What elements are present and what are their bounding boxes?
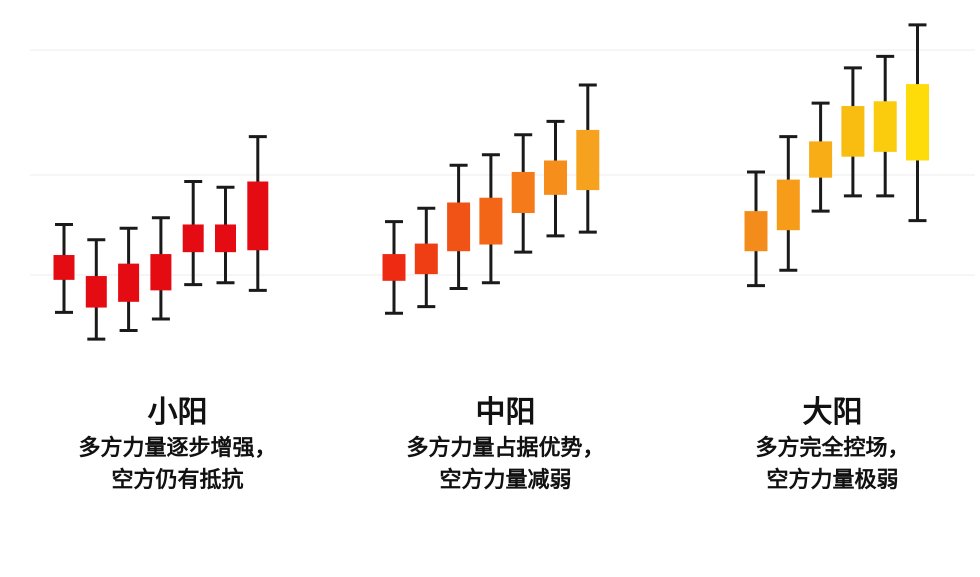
caption-line: 多方完全控场， xyxy=(755,436,910,461)
candle-body xyxy=(576,129,600,191)
candle-body xyxy=(544,160,567,195)
caption-line: 空方力量减弱 xyxy=(439,468,572,493)
candle-body xyxy=(744,211,768,252)
candle-body xyxy=(873,101,897,152)
candle-group-3 xyxy=(744,23,929,288)
caption-medium-yang: 中阳 多方力量占据优势， 空方力量减弱 xyxy=(368,393,643,497)
candle-group-2 xyxy=(382,83,600,315)
candle-body xyxy=(53,255,75,280)
caption-line: 多方力量逐步增强， xyxy=(78,436,277,461)
candle-body xyxy=(809,141,833,178)
candle-body xyxy=(841,106,865,157)
caption-small-yang: 小阳 多方力量逐步增强， 空方仍有抵抗 xyxy=(40,393,315,497)
candle-body xyxy=(776,179,800,231)
caption-title: 大阳 xyxy=(802,395,863,430)
caption-title: 中阳 xyxy=(475,395,536,430)
gridlines xyxy=(30,49,975,276)
candle-body xyxy=(85,276,107,308)
candle-body xyxy=(247,181,269,251)
candle-body xyxy=(447,202,471,252)
candle-body xyxy=(414,243,438,275)
caption-line: 空方仍有抵抗 xyxy=(111,468,244,493)
candle-body xyxy=(215,224,236,253)
candle-body xyxy=(118,263,140,302)
caption-big-yang: 大阳 多方完全控场， 空方力量极弱 xyxy=(705,393,960,497)
candle-body xyxy=(382,254,406,281)
caption-title: 小阳 xyxy=(147,395,208,430)
candle-body xyxy=(479,197,503,245)
candle-body xyxy=(906,84,929,161)
candle-group-1 xyxy=(53,135,269,341)
caption-line: 空方力量极弱 xyxy=(766,468,899,493)
caption-line: 多方力量占据优势， xyxy=(406,436,605,461)
candle-body xyxy=(511,171,535,214)
candle-body xyxy=(182,224,204,253)
candle-body xyxy=(150,254,172,291)
